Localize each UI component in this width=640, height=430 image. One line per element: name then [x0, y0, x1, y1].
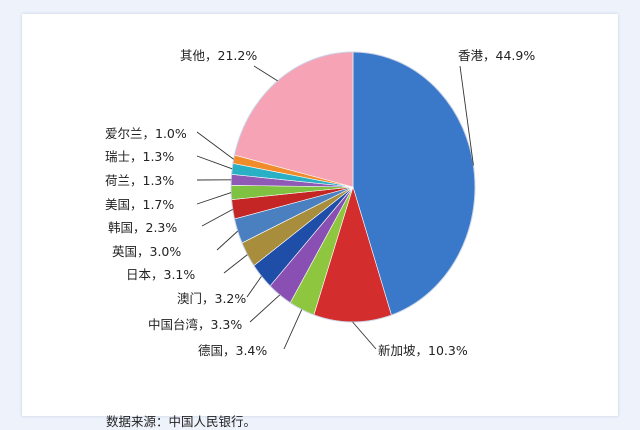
leader-line-5: [247, 276, 261, 297]
leader-line-7: [217, 231, 238, 250]
slice-label-12: 爱尔兰，1.0%: [105, 126, 187, 141]
slice-label-13: 其他，21.2%: [180, 48, 257, 63]
chart-panel: 香港，44.9% 新加坡，10.3% 德国，3.4% 中国台湾，3.3% 澳门，3.2%…: [22, 14, 618, 416]
leader-line-9: [197, 193, 231, 204]
slice-label-6: 日本，3.1%: [126, 267, 195, 282]
slice-label-5: 澳门，3.2%: [177, 291, 246, 306]
leader-line-4: [250, 295, 280, 322]
slice-label-9: 美国，1.7%: [105, 197, 174, 212]
pie-slices: [231, 52, 475, 322]
slice-label-7: 英国，3.0%: [112, 244, 181, 259]
slice-label-4: 中国台湾，3.3%: [148, 317, 242, 332]
slice-label-2: 新加坡，10.3%: [378, 343, 468, 358]
slice-label-10: 荷兰，1.3%: [105, 173, 174, 188]
slice-label-1: 香港，44.9%: [458, 48, 535, 63]
leader-line-6: [224, 255, 247, 273]
pie-chart: 香港，44.9% 新加坡，10.3% 德国，3.4% 中国台湾，3.3% 澳门，3.2%…: [22, 14, 618, 416]
leader-line-13: [254, 66, 278, 81]
slice-label-3: 德国，3.4%: [198, 343, 267, 358]
leader-line-11: [197, 156, 232, 169]
leader-line-8: [202, 209, 233, 226]
leader-line-2: [353, 322, 376, 349]
slice-label-11: 瑞士，1.3%: [105, 149, 174, 164]
source-note: 数据来源：中国人民银行。: [106, 411, 256, 430]
leader-line-12: [197, 132, 234, 159]
leader-line-3: [284, 310, 302, 349]
slice-label-8: 韩国，2.3%: [108, 220, 177, 235]
